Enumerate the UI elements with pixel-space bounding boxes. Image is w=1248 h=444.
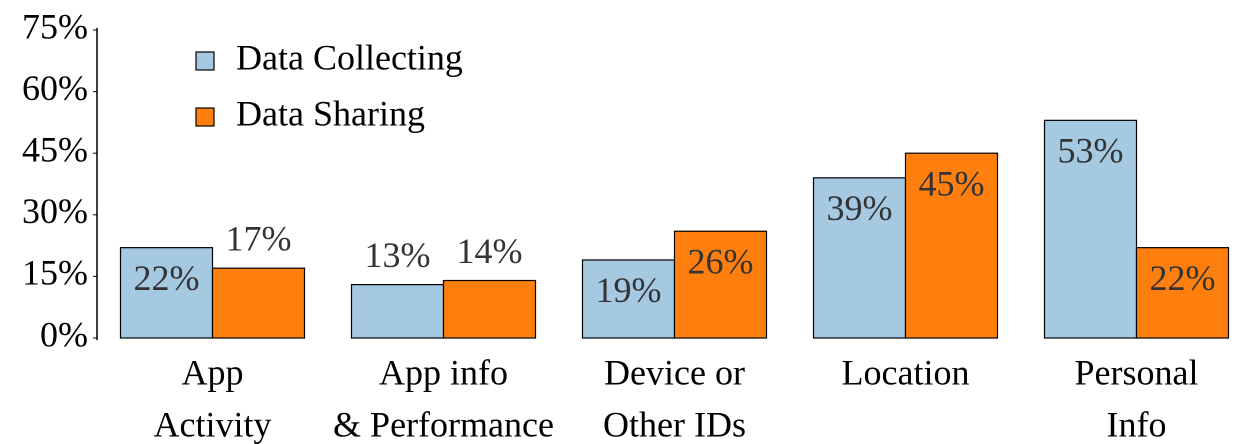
x-tick-label: & Performance <box>333 404 554 444</box>
bar <box>581 259 676 339</box>
legend-swatch <box>195 107 215 127</box>
value-label: 13% <box>365 235 431 275</box>
legend-swatch <box>195 51 215 71</box>
y-tick-label: 60% <box>22 68 88 108</box>
x-tick-label: App <box>182 352 244 392</box>
bar <box>1043 119 1138 339</box>
bar <box>119 247 214 339</box>
y-tick-label: 45% <box>22 129 88 169</box>
x-tick-label: Device or <box>604 352 745 392</box>
value-label: 45% <box>919 163 985 203</box>
value-label: 22% <box>1150 258 1216 298</box>
y-tick-label: 75% <box>22 6 88 46</box>
y-tick-label: 15% <box>22 253 88 293</box>
bar <box>904 152 999 339</box>
x-tick-label: Other IDs <box>603 404 746 444</box>
legend-label: Data Sharing <box>236 93 425 133</box>
value-label: 39% <box>827 188 893 228</box>
value-label: 14% <box>457 231 523 271</box>
bar <box>1135 247 1230 339</box>
x-tick-label: Activity <box>154 404 272 444</box>
x-tick-label: Personal <box>1075 352 1199 392</box>
value-label: 53% <box>1058 131 1124 171</box>
bar <box>211 267 306 339</box>
x-tick-label: App info <box>379 352 508 392</box>
value-label: 19% <box>596 270 662 310</box>
bar <box>442 279 537 339</box>
y-tick-label: 30% <box>22 191 88 231</box>
value-label: 26% <box>688 241 754 281</box>
x-tick-label: Info <box>1107 404 1167 444</box>
value-label: 17% <box>226 218 292 258</box>
y-tick-label: 0% <box>40 314 88 354</box>
x-tick-label: Location <box>842 352 970 392</box>
bar <box>812 177 907 339</box>
bar <box>350 284 445 339</box>
bar <box>673 230 768 339</box>
legend-label: Data Collecting <box>236 37 463 77</box>
value-label: 22% <box>134 258 200 298</box>
